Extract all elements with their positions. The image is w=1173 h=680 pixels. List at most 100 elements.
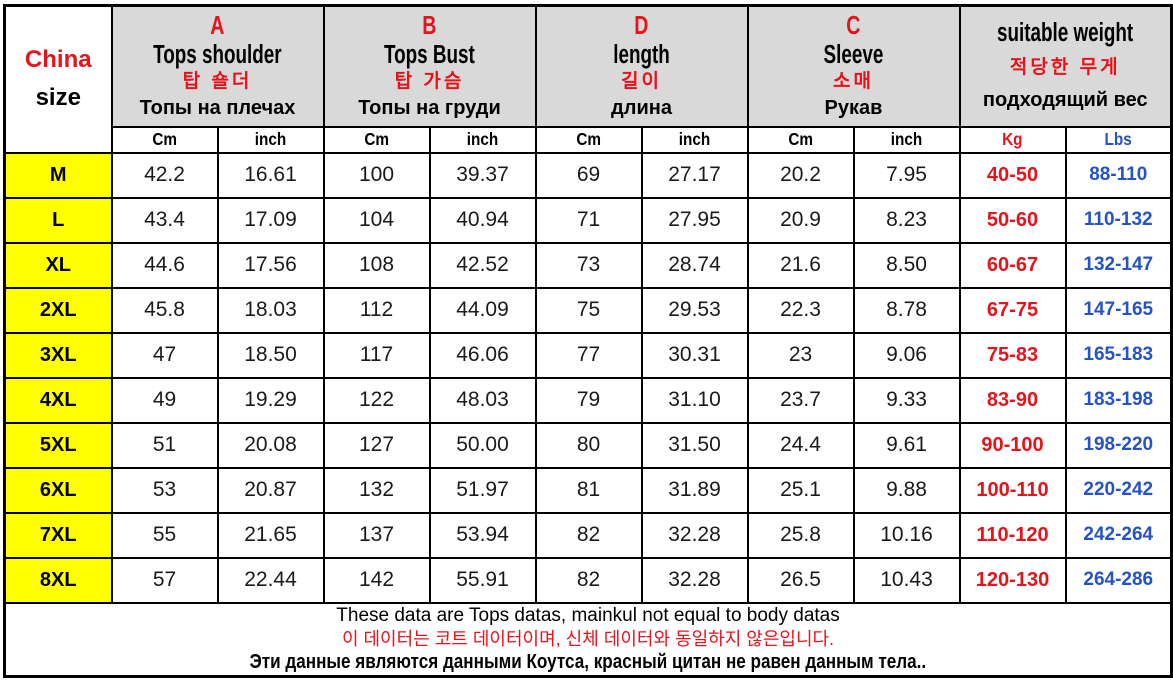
notes-row: These data are Tops datas, mainkul not e… — [3, 601, 1173, 678]
value-cell: 80 — [534, 421, 643, 469]
value-cell: 79 — [534, 376, 643, 424]
column-letter-a: A — [210, 10, 225, 40]
column-title-ko: 소매 — [833, 71, 874, 93]
column-letter-c: C — [846, 10, 861, 40]
kg-cell: 110-120 — [958, 511, 1067, 559]
value-cell: 55 — [110, 511, 219, 559]
value-cell: 8.23 — [852, 196, 961, 244]
value-cell: 47 — [110, 331, 219, 379]
value-cell: 112 — [322, 286, 431, 334]
value-cell: 49 — [110, 376, 219, 424]
value-cell: 137 — [322, 511, 431, 559]
table-row-xl: XL 44.6 17.56 108 42.52 73 28.74 21.6 8.… — [3, 241, 1173, 289]
unit-d-inch: inch — [640, 125, 749, 154]
value-cell: 25.1 — [746, 466, 855, 514]
size-cell: 7XL — [3, 511, 113, 559]
column-title-ko: 적당한 무게 — [1009, 56, 1121, 78]
kg-cell: 90-100 — [958, 421, 1067, 469]
size-cell: 3XL — [3, 331, 113, 379]
column-title-en: suitable weight — [997, 17, 1134, 47]
value-cell: 82 — [534, 556, 643, 604]
header-row: China size A Tops shoulder 탑 숄더 Топы на … — [3, 4, 1173, 154]
value-cell: 69 — [534, 151, 643, 199]
value-cell: 53.94 — [428, 511, 537, 559]
value-cell: 22.44 — [216, 556, 325, 604]
size-chart-table: China size A Tops shoulder 탑 숄더 Топы на … — [3, 4, 1173, 679]
china-size-corner-cell: China size — [3, 4, 113, 154]
value-cell: 104 — [322, 196, 431, 244]
value-cell: 8.78 — [852, 286, 961, 334]
column-title-en: Sleeve — [823, 39, 884, 69]
note-english: These data are Tops datas, mainkul not e… — [336, 604, 840, 626]
column-header-b-tops-bust: B Tops Bust 탑 가슴 Топы на груди — [322, 4, 537, 128]
size-cell: 8XL — [3, 556, 113, 604]
value-cell: 9.88 — [852, 466, 961, 514]
value-cell: 9.61 — [852, 421, 961, 469]
value-cell: 20.87 — [216, 466, 325, 514]
value-cell: 26.5 — [746, 556, 855, 604]
unit-kg: Kg — [958, 125, 1067, 154]
column-header-c-sleeve: C Sleeve 소매 Рукав — [746, 4, 961, 128]
kg-cell: 60-67 — [958, 241, 1067, 289]
value-cell: 9.33 — [852, 376, 961, 424]
value-cell: 46.06 — [428, 331, 537, 379]
lbs-cell: 110-132 — [1064, 196, 1173, 244]
value-cell: 142 — [322, 556, 431, 604]
value-cell: 100 — [322, 151, 431, 199]
column-header-a-tops-shoulder: A Tops shoulder 탑 숄더 Топы на плечах — [110, 4, 325, 128]
table-row-2xl: 2XL 45.8 18.03 112 44.09 75 29.53 22.3 8… — [3, 286, 1173, 334]
column-title-en: Tops Bust — [384, 39, 475, 69]
table-row-6xl: 6XL 53 20.87 132 51.97 81 31.89 25.1 9.8… — [3, 466, 1173, 514]
value-cell: 23.7 — [746, 376, 855, 424]
value-cell: 32.28 — [640, 556, 749, 604]
value-cell: 51.97 — [428, 466, 537, 514]
size-cell: XL — [3, 241, 113, 289]
lbs-cell: 183-198 — [1064, 376, 1173, 424]
column-letter-d: D — [634, 10, 649, 40]
corner-label-china: China — [24, 46, 92, 74]
notes-cell: These data are Tops datas, mainkul not e… — [3, 601, 1173, 678]
value-cell: 20.08 — [216, 421, 325, 469]
kg-cell: 100-110 — [958, 466, 1067, 514]
value-cell: 17.09 — [216, 196, 325, 244]
lbs-cell: 132-147 — [1064, 241, 1173, 289]
size-cell: 5XL — [3, 421, 113, 469]
unit-b-inch: inch — [428, 125, 537, 154]
kg-cell: 50-60 — [958, 196, 1067, 244]
value-cell: 19.29 — [216, 376, 325, 424]
value-cell: 27.17 — [640, 151, 749, 199]
value-cell: 127 — [322, 421, 431, 469]
value-cell: 39.37 — [428, 151, 537, 199]
unit-b-cm: Cm — [322, 125, 431, 154]
unit-header-row: Cm inch Cm inch Cm inch Cm inch Kg Lbs — [5, 125, 1173, 154]
table-row-3xl: 3XL 47 18.50 117 46.06 77 30.31 23 9.06 … — [3, 331, 1173, 379]
lbs-cell: 242-264 — [1064, 511, 1173, 559]
column-title-ru: Топы на плечах — [139, 96, 296, 119]
value-cell: 81 — [534, 466, 643, 514]
size-cell: 2XL — [3, 286, 113, 334]
value-cell: 43.4 — [110, 196, 219, 244]
value-cell: 17.56 — [216, 241, 325, 289]
table-row-5xl: 5XL 51 20.08 127 50.00 80 31.50 24.4 9.6… — [3, 421, 1173, 469]
value-cell: 44.6 — [110, 241, 219, 289]
column-header-d-length: D length 길이 длина — [534, 4, 749, 128]
value-cell: 42.2 — [110, 151, 219, 199]
unit-d-cm: Cm — [534, 125, 643, 154]
unit-a-inch: inch — [216, 125, 325, 154]
column-title-en: length — [613, 39, 670, 69]
value-cell: 25.8 — [746, 511, 855, 559]
value-cell: 75 — [534, 286, 643, 334]
size-cell: L — [3, 196, 113, 244]
value-cell: 30.31 — [640, 331, 749, 379]
value-cell: 31.50 — [640, 421, 749, 469]
value-cell: 10.43 — [852, 556, 961, 604]
value-cell: 29.53 — [640, 286, 749, 334]
value-cell: 23 — [746, 331, 855, 379]
value-cell: 21.65 — [216, 511, 325, 559]
value-cell: 122 — [322, 376, 431, 424]
lbs-cell: 147-165 — [1064, 286, 1173, 334]
value-cell: 27.95 — [640, 196, 749, 244]
note-russian: Эти данные являются данными Коутса, крас… — [249, 651, 927, 674]
value-cell: 77 — [534, 331, 643, 379]
value-cell: 57 — [110, 556, 219, 604]
